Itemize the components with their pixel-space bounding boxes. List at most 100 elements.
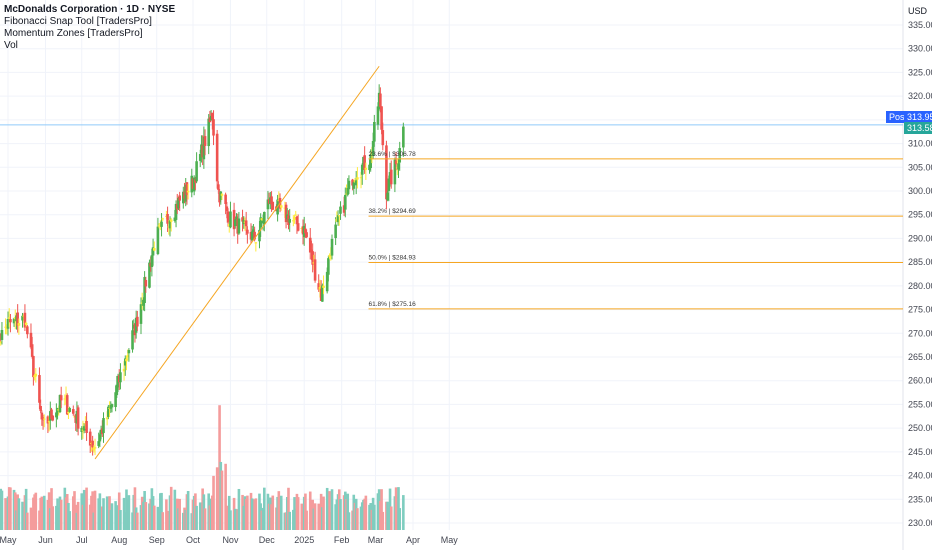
y-tick-label: 310.00 xyxy=(908,139,932,149)
volume-bar xyxy=(0,490,4,530)
candle-body xyxy=(39,405,42,411)
candle-body xyxy=(394,160,398,165)
volume-bar xyxy=(160,492,163,530)
candle-body xyxy=(310,249,313,253)
candle-body xyxy=(235,216,238,221)
candle-body xyxy=(136,316,139,327)
candle-body xyxy=(131,330,134,350)
grid xyxy=(0,0,904,550)
fib-level-label: 50.0% | $284.93 xyxy=(369,254,417,261)
candle-body xyxy=(202,136,206,160)
candle-body xyxy=(220,194,224,196)
volume-bar xyxy=(24,488,28,530)
candle-body xyxy=(98,434,102,442)
candle-body xyxy=(271,201,275,210)
fibonacci-levels: 23.6% | $306.78 38.2% | $294.69 50.0% | $2… xyxy=(368,151,903,310)
volume-bar xyxy=(102,498,105,530)
x-tick-label: May xyxy=(0,535,17,545)
volume-bar xyxy=(288,511,291,530)
volume-bar xyxy=(246,495,249,530)
candle-body xyxy=(386,192,389,201)
candle-body xyxy=(12,318,16,324)
candle-body xyxy=(325,271,329,292)
candle-body xyxy=(352,182,356,189)
candle-body xyxy=(168,220,172,229)
candle-body xyxy=(157,225,161,227)
volume-bar xyxy=(110,503,114,530)
y-tick-label: 265.00 xyxy=(908,352,932,362)
volume-bar xyxy=(51,506,55,530)
candle-body xyxy=(364,167,368,170)
candle-body xyxy=(376,106,380,125)
volume-bar xyxy=(356,508,359,530)
candle-body xyxy=(125,358,128,362)
candle-body xyxy=(250,231,254,241)
y-tick-label: 250.00 xyxy=(908,423,932,433)
candle-body xyxy=(226,211,230,223)
volume-bar xyxy=(237,488,241,530)
candle-body xyxy=(97,441,100,446)
indicator-momentum[interactable]: Momentum Zones [TradersPro] xyxy=(4,28,143,39)
candle-body xyxy=(334,224,337,239)
volume-bar xyxy=(76,501,80,530)
y-tick-label: 320.00 xyxy=(908,91,932,101)
y-tick-label: 255.00 xyxy=(908,399,932,409)
candle-body xyxy=(233,219,237,227)
candle-body xyxy=(317,283,321,290)
candle-body xyxy=(354,180,358,186)
trendline xyxy=(94,65,380,460)
candle-body xyxy=(0,333,1,343)
candle-body xyxy=(177,197,180,209)
candle-body xyxy=(237,218,241,234)
y-tick-label: 295.00 xyxy=(908,210,932,220)
volume-bars xyxy=(0,405,405,530)
candle-body xyxy=(207,118,210,147)
volume-bar xyxy=(220,470,224,530)
candle-body xyxy=(305,232,308,238)
candle-body xyxy=(347,180,351,190)
volume-bar xyxy=(296,497,300,530)
candle-body xyxy=(93,447,97,449)
y-tick-label: 285.00 xyxy=(908,257,932,267)
volume-bar xyxy=(364,495,368,530)
candle-body xyxy=(40,412,44,420)
candle-body xyxy=(56,408,59,415)
candle-body xyxy=(143,277,146,304)
chart-title[interactable]: McDonalds Corporation · 1D · NYSE xyxy=(4,4,176,15)
x-tick-label: May xyxy=(441,535,459,545)
candle-body xyxy=(195,161,198,182)
indicator-volume[interactable]: Vol xyxy=(4,40,18,51)
volume-bar xyxy=(17,498,21,530)
candle-body xyxy=(50,409,53,419)
x-tick-label: Nov xyxy=(222,535,239,545)
candle-body xyxy=(254,242,258,244)
candle-body xyxy=(339,206,342,214)
candle-body xyxy=(192,177,196,192)
currency-label[interactable]: USD xyxy=(908,6,928,16)
volume-bar xyxy=(68,511,71,530)
indicator-fibonacci[interactable]: Fibonacci Snap Tool [TradersPro] xyxy=(4,16,152,27)
volume-bar xyxy=(224,463,227,530)
chart-legend: McDonalds Corporation · 1D · NYSE Fibona… xyxy=(4,4,175,52)
candle-body xyxy=(102,418,105,434)
candle-body xyxy=(63,398,67,400)
x-tick-label: Feb xyxy=(334,535,350,545)
candle-body xyxy=(253,231,256,240)
candle-body xyxy=(150,255,154,268)
candle-body xyxy=(330,238,334,256)
candle-body xyxy=(356,177,359,180)
time-axis[interactable]: May Jun Jul Aug Sep Oct Nov Dec 2025 Feb Mar Apr May xyxy=(0,535,458,545)
candle-body xyxy=(91,440,94,448)
candle-body xyxy=(115,384,119,396)
candle-body xyxy=(389,169,393,185)
price-axis[interactable]: 230.00 235.00 240.00 245.00 250.00 255.00 260.… xyxy=(908,20,932,528)
candle-body xyxy=(55,412,58,418)
candle-body xyxy=(126,355,129,358)
candle-body xyxy=(65,395,69,415)
volume-bar xyxy=(263,487,266,530)
candle-body xyxy=(29,332,33,348)
volume-bar xyxy=(271,495,275,530)
candle-body xyxy=(398,148,402,163)
candle-body xyxy=(17,323,21,326)
